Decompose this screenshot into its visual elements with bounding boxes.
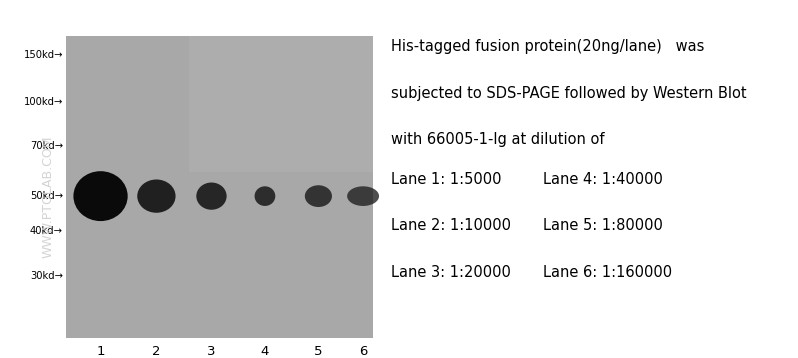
Text: 5: 5 xyxy=(314,345,322,358)
Text: 40kd→: 40kd→ xyxy=(30,226,63,236)
Ellipse shape xyxy=(73,171,128,221)
Text: His-tagged fusion protein(20ng/lane)   was: His-tagged fusion protein(20ng/lane) was xyxy=(391,39,705,54)
Text: 4: 4 xyxy=(261,345,269,358)
Text: 6: 6 xyxy=(359,345,367,358)
Text: WWW.PTGLAB.COM: WWW.PTGLAB.COM xyxy=(41,136,54,258)
Text: 2: 2 xyxy=(152,345,160,358)
Text: 1: 1 xyxy=(97,345,105,358)
Text: 30kd→: 30kd→ xyxy=(30,271,63,281)
Text: Lane 3: 1:20000: Lane 3: 1:20000 xyxy=(391,265,511,280)
Text: 150kd→: 150kd→ xyxy=(24,50,63,61)
Text: Lane 1: 1:5000: Lane 1: 1:5000 xyxy=(391,171,501,187)
Ellipse shape xyxy=(196,183,227,210)
Text: 3: 3 xyxy=(207,345,215,358)
Ellipse shape xyxy=(255,186,275,206)
Bar xyxy=(189,36,373,172)
Text: subjected to SDS-PAGE followed by Western Blot: subjected to SDS-PAGE followed by Wester… xyxy=(391,86,747,101)
Ellipse shape xyxy=(305,185,332,207)
Text: 50kd→: 50kd→ xyxy=(30,191,63,201)
Bar xyxy=(66,36,373,338)
Text: 70kd→: 70kd→ xyxy=(30,141,63,151)
Ellipse shape xyxy=(347,186,379,206)
Ellipse shape xyxy=(137,179,176,213)
Text: with 66005-1-Ig at dilution of: with 66005-1-Ig at dilution of xyxy=(391,132,605,147)
Text: Lane 6: 1:160000: Lane 6: 1:160000 xyxy=(543,265,672,280)
Text: Lane 4: 1:40000: Lane 4: 1:40000 xyxy=(543,171,662,187)
Text: Lane 5: 1:80000: Lane 5: 1:80000 xyxy=(543,218,662,233)
Text: 100kd→: 100kd→ xyxy=(24,97,63,107)
Text: Lane 2: 1:10000: Lane 2: 1:10000 xyxy=(391,218,511,233)
